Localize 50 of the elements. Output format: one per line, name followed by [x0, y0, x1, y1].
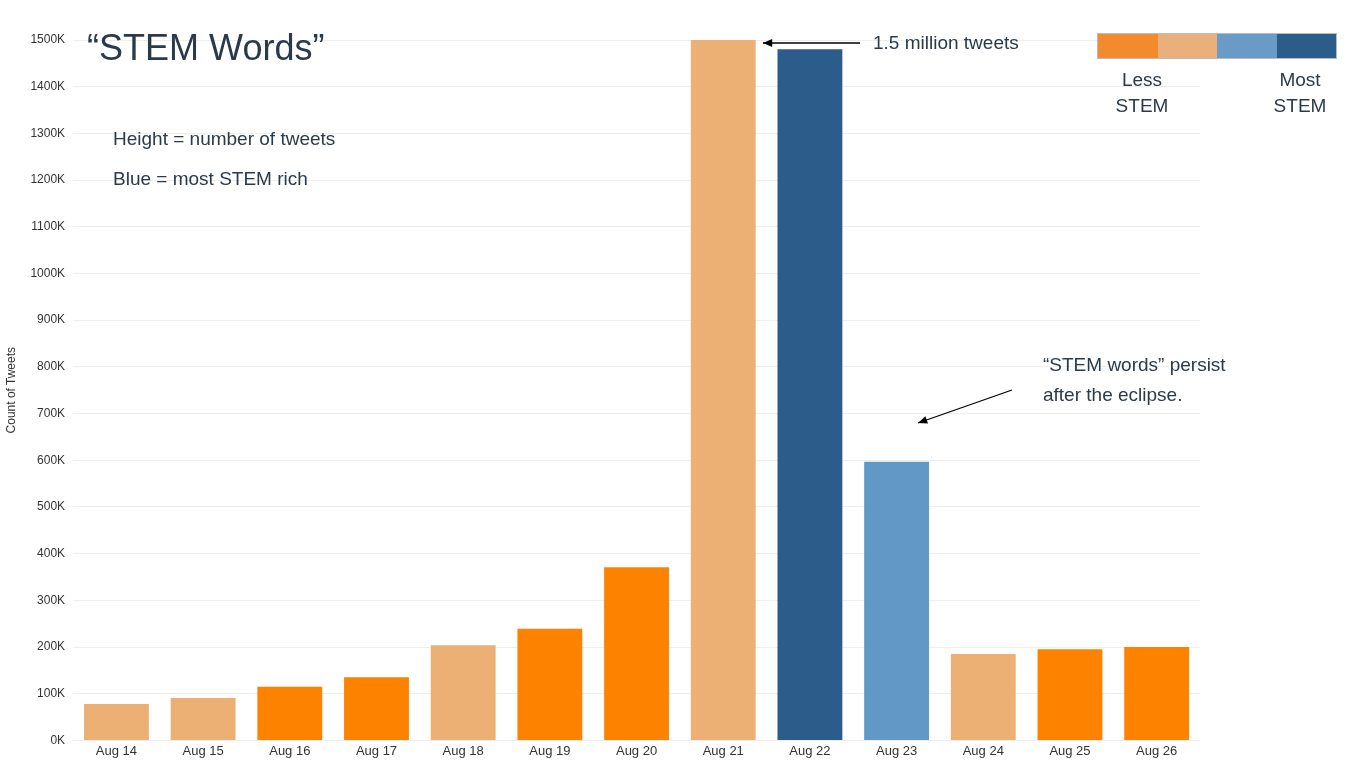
x-tick-label: Aug 23: [876, 742, 918, 758]
chart-title: “STEM Words”: [87, 26, 325, 68]
x-tick-label: Aug 21: [702, 742, 744, 758]
y-tick-label: 1200K: [30, 172, 66, 187]
annotation: Blue = most STEM rich: [113, 168, 308, 190]
x-tick-label: Aug 20: [615, 742, 658, 758]
bar: [777, 49, 843, 740]
x-tick-label: Aug 14: [95, 742, 138, 758]
x-tick-label: Aug 16: [269, 742, 311, 758]
bar: [1037, 649, 1103, 740]
bar: [1124, 647, 1190, 740]
y-tick-label: 0K: [50, 732, 66, 747]
bar: [517, 628, 583, 740]
y-tick-label: 100K: [37, 686, 66, 701]
y-tick-label: 1100K: [31, 219, 66, 234]
annotation: Less STEM: [1115, 69, 1169, 117]
x-tick-label: Aug 26: [1136, 742, 1178, 758]
y-tick-label: 200K: [37, 639, 66, 654]
bar: [344, 677, 409, 740]
bar: [604, 567, 669, 740]
x-tick-label: Aug 24: [962, 742, 1004, 758]
y-tick-label: 1000K: [30, 265, 66, 280]
y-tick-label: 500K: [37, 499, 66, 514]
annotation: 1.5 million tweets: [873, 32, 1019, 54]
x-tick-label: Aug 22: [789, 742, 831, 758]
y-tick-label: 400K: [37, 545, 66, 560]
y-tick-label: 800K: [37, 359, 66, 374]
bar: [864, 461, 930, 740]
text: Most STEM: [1273, 69, 1327, 117]
x-tick-label: Aug 17: [355, 742, 398, 758]
bar: [950, 654, 1016, 740]
y-tick-label: 1500K: [30, 32, 66, 47]
bar: [257, 686, 323, 740]
y-tick-label: 700K: [37, 405, 66, 420]
bar: [430, 645, 496, 740]
x-tick-label: Aug 18: [442, 742, 484, 758]
y-tick-label: 300K: [37, 592, 66, 607]
annotation: Height = number of tweets: [113, 128, 336, 150]
y-axis-title: Count of Tweets: [3, 346, 18, 434]
bar: [690, 40, 756, 740]
x-tick-label: Aug 25: [1049, 742, 1091, 758]
y-tick-label: 900K: [37, 312, 66, 327]
y-tick-label: 1300K: [30, 125, 66, 140]
bar: [84, 703, 149, 740]
bar: [170, 697, 236, 740]
y-tick-label: 600K: [37, 452, 66, 467]
y-tick-label: 1400K: [30, 79, 66, 94]
annotation: “STEM words” persist after the eclipse.: [1043, 354, 1227, 406]
x-tick-label: Aug 15: [182, 742, 224, 758]
x-tick-label: Aug 19: [529, 742, 571, 758]
